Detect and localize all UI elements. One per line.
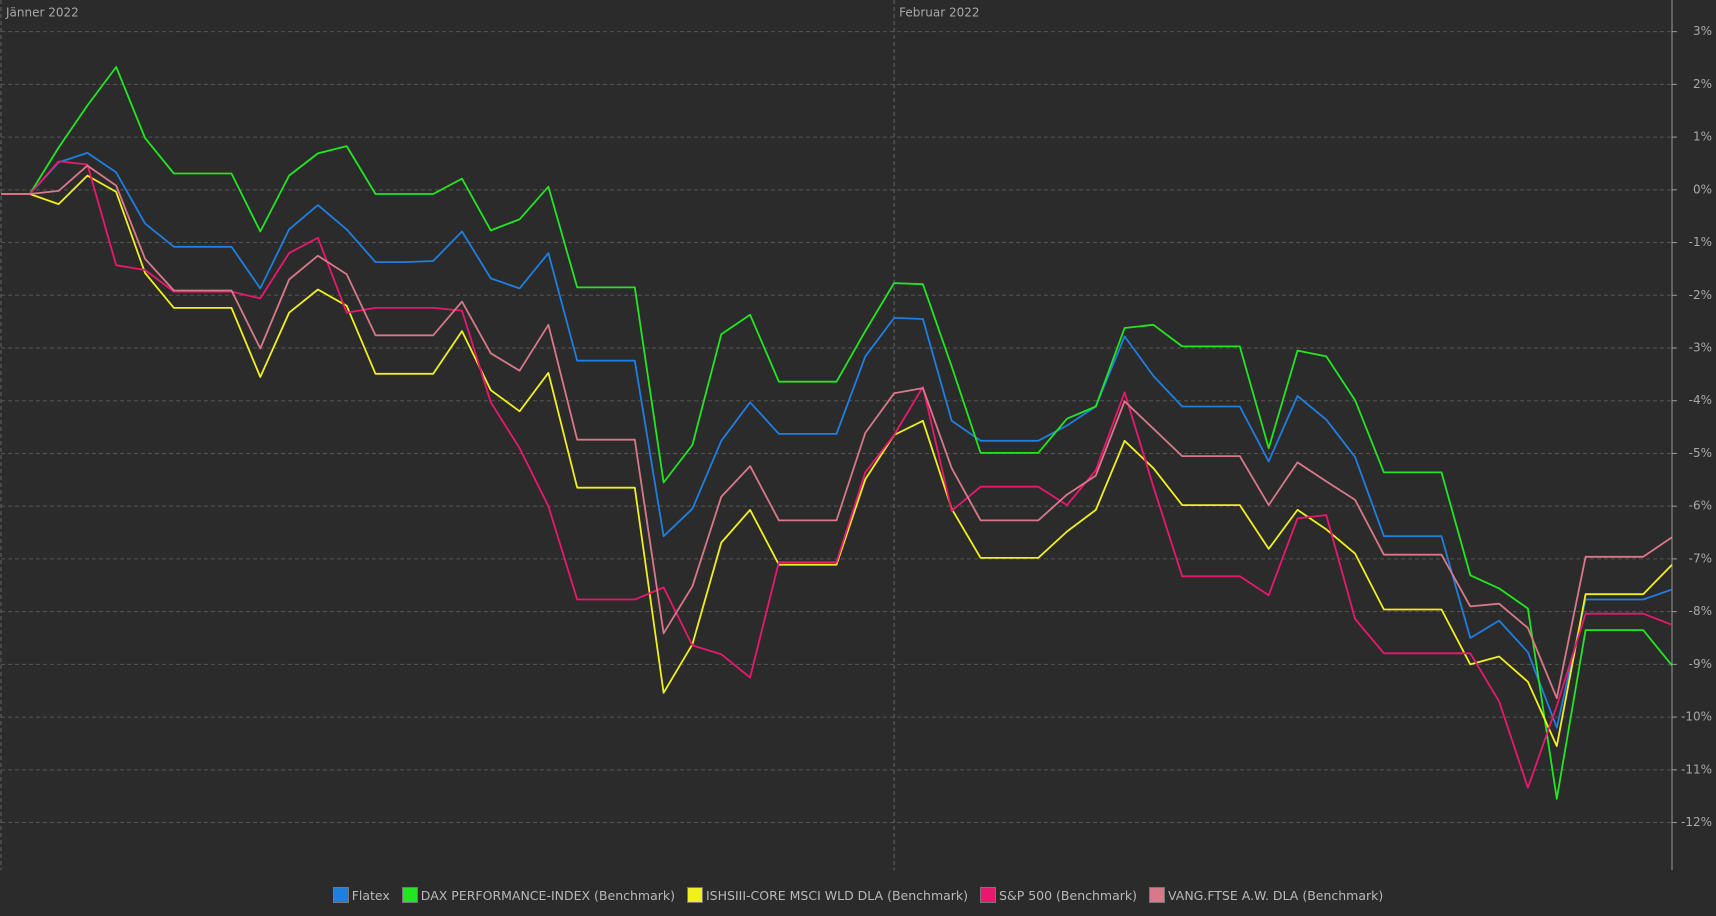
- y-tick-label: -10%: [1681, 710, 1712, 724]
- legend-swatch: [980, 887, 997, 903]
- y-tick-label: -1%: [1689, 235, 1712, 249]
- legend-label: VANG.FTSE A.W. DLA (Benchmark): [1168, 887, 1384, 903]
- legend-label: S&P 500 (Benchmark): [999, 887, 1138, 903]
- y-tick-label: -7%: [1689, 551, 1712, 565]
- legend-label: ISHSIII-CORE MSCI WLD DLA (Benchmark): [706, 887, 969, 903]
- y-tick-label: -3%: [1689, 341, 1712, 355]
- y-tick-label: -5%: [1689, 446, 1712, 460]
- y-tick-label: -12%: [1681, 815, 1712, 829]
- legend-swatch: [1149, 887, 1166, 903]
- legend-item[interactable]: ISHSIII-CORE MSCI WLD DLA (Benchmark): [687, 887, 968, 903]
- y-tick-label: -4%: [1689, 393, 1712, 407]
- legend: Flatex DAX PERFORMANCE-INDEX (Benchmark) I…: [0, 880, 1716, 910]
- legend-item[interactable]: S&P 500 (Benchmark): [980, 887, 1137, 903]
- y-tick-label: 2%: [1693, 77, 1712, 91]
- x-tick-label: Jänner 2022: [5, 6, 79, 20]
- y-tick-label: 1%: [1693, 130, 1712, 144]
- legend-swatch: [401, 887, 418, 903]
- chart: 3% 2% 1% 0% -1% -2% -3% -4% -5% -6% -7% -8% -9% -10% -…: [0, 0, 1712, 870]
- legend-label: Flatex: [351, 887, 390, 903]
- y-tick-label: -9%: [1689, 657, 1712, 671]
- y-tick-label: -8%: [1689, 604, 1712, 618]
- series-line: [1, 174, 1673, 747]
- y-tick-label: -6%: [1689, 499, 1712, 513]
- y-tick-label: 3%: [1693, 24, 1712, 38]
- series-line: [1, 152, 1673, 729]
- x-tick-label: Februar 2022: [899, 6, 979, 20]
- legend-item[interactable]: Flatex: [332, 887, 390, 903]
- series-line: [1, 164, 1673, 699]
- legend-swatch: [332, 887, 349, 903]
- series-line: [1, 160, 1673, 789]
- y-tick-label: 0%: [1693, 182, 1712, 196]
- series-line: [1, 66, 1673, 800]
- legend-label: DAX PERFORMANCE-INDEX (Benchmark): [420, 887, 675, 903]
- y-tick-label: -11%: [1681, 762, 1712, 776]
- legend-item[interactable]: DAX PERFORMANCE-INDEX (Benchmark): [401, 887, 675, 903]
- legend-swatch: [687, 887, 703, 903]
- legend-item[interactable]: VANG.FTSE A.W. DLA (Benchmark): [1149, 887, 1383, 903]
- y-tick-label: -2%: [1689, 288, 1712, 302]
